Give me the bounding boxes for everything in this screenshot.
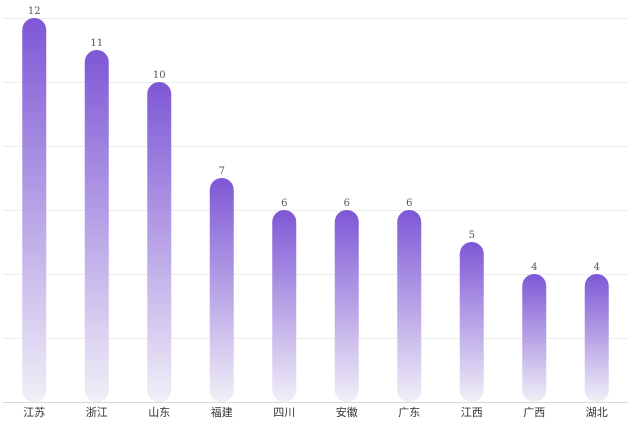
data-label: 6 [406, 198, 412, 209]
x-tick-label: 安徽 [336, 405, 358, 419]
x-tick-label: 广西 [523, 406, 545, 419]
x-tick-labels: 江苏 浙江 山东 福建 四川 安徽 广东 江西 广西 湖北 [23, 405, 608, 419]
data-label: 6 [281, 198, 287, 209]
bar-8 [459, 242, 484, 402]
x-tick-label: 山东 [148, 406, 170, 419]
bar-3 [147, 82, 172, 402]
data-label: 5 [469, 230, 475, 241]
data-label: 4 [594, 262, 600, 273]
x-tick-label: 广东 [398, 406, 420, 419]
bar-6 [334, 210, 359, 402]
bar-10 [584, 274, 609, 402]
x-tick-label: 浙江 [86, 406, 108, 419]
bar-7 [397, 210, 422, 402]
x-tick-label: 江苏 [23, 406, 45, 419]
bar-1 [22, 18, 47, 402]
x-tick-label: 四川 [273, 406, 295, 419]
data-label: 4 [531, 262, 537, 273]
x-tick-label: 江西 [461, 406, 483, 419]
data-labels: 12 11 10 7 6 6 6 5 4 4 [28, 6, 600, 273]
bar-5 [272, 210, 297, 402]
data-label: 6 [344, 198, 350, 209]
bar-4 [209, 178, 234, 402]
data-label: 10 [153, 70, 166, 81]
bar-9 [522, 274, 547, 402]
data-label: 12 [28, 6, 41, 17]
data-label: 11 [90, 38, 103, 49]
bars [22, 18, 609, 402]
bar-2 [84, 50, 109, 402]
x-tick-label: 湖北 [586, 406, 608, 419]
data-label: 7 [219, 166, 225, 177]
x-tick-label: 福建 [211, 405, 233, 419]
